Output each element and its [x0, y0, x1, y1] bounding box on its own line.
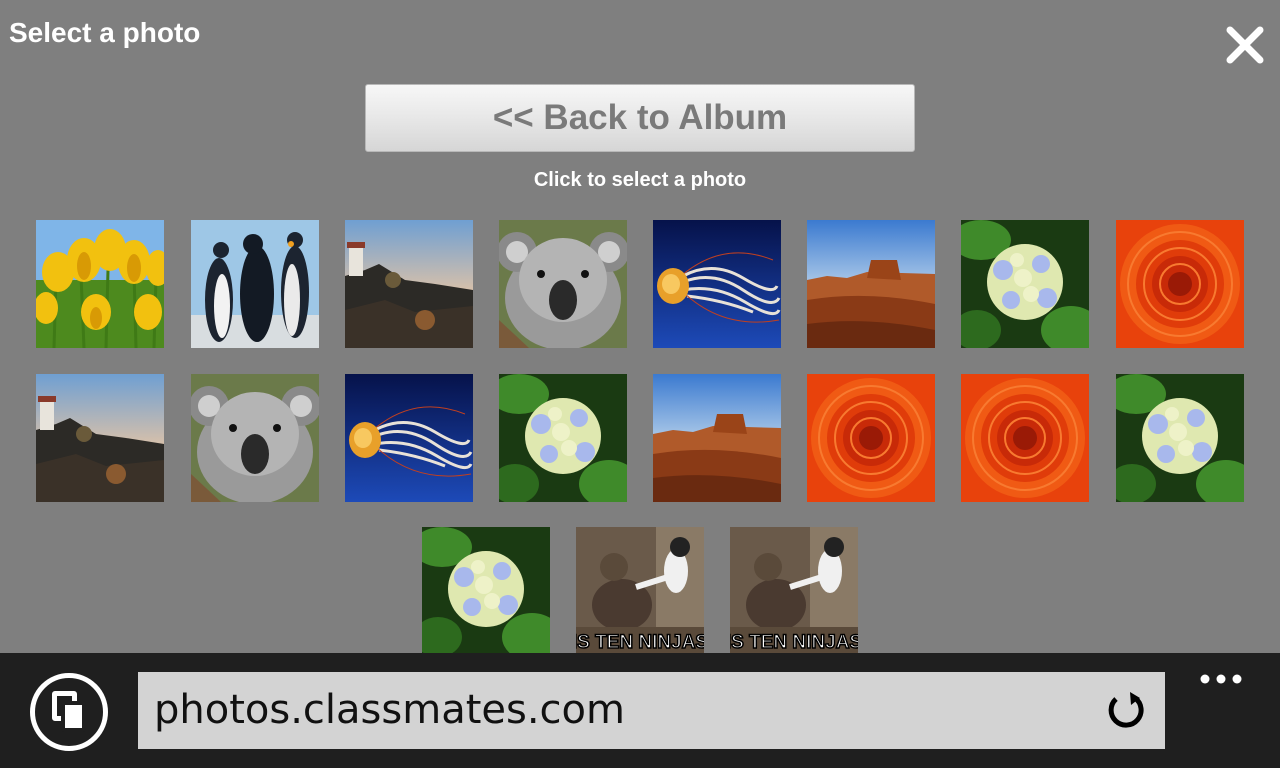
photo-thumbnail-hydrangeas[interactable] [422, 527, 550, 655]
photo-thumbnail-jellyfish[interactable] [653, 220, 781, 348]
jellyfish-image [345, 374, 473, 502]
instruction-text: Click to select a photo [533, 169, 747, 191]
close-icon[interactable] [1222, 22, 1268, 68]
meme-image: IS TEN NINJAS [576, 527, 704, 655]
refresh-icon[interactable] [1104, 688, 1148, 732]
more-icon[interactable] [1194, 668, 1248, 690]
photo-thumbnail-chrysanthemum[interactable] [807, 374, 935, 502]
address-bar[interactable]: photos.classmates.com [138, 672, 1165, 749]
photo-thumbnail-desert[interactable] [653, 374, 781, 502]
browser-bottom-bar: photos.classmates.com [0, 653, 1280, 768]
photo-thumbnail-lighthouse[interactable] [36, 374, 164, 502]
penguins-image [191, 220, 319, 348]
photo-thumbnail-meme[interactable]: IS TEN NINJAS [730, 527, 858, 655]
photo-thumbnail-lighthouse[interactable] [345, 220, 473, 348]
meme-image: IS TEN NINJAS [730, 527, 858, 655]
photo-thumbnail-koala[interactable] [499, 220, 627, 348]
chrysanthemum-image [807, 374, 935, 502]
meme-caption: IS TEN NINJAS [730, 632, 858, 653]
hydrangeas-image [422, 527, 550, 655]
photo-thumbnail-hydrangeas[interactable] [1116, 374, 1244, 502]
photo-thumbnail-chrysanthemum[interactable] [1116, 220, 1244, 348]
koala-image [499, 220, 627, 348]
hydrangeas-image [1116, 374, 1244, 502]
desert-image [807, 220, 935, 348]
photo-thumbnail-penguins[interactable] [191, 220, 319, 348]
photo-thumbnail-jellyfish[interactable] [345, 374, 473, 502]
lighthouse-image [345, 220, 473, 348]
chrysanthemum-image [961, 374, 1089, 502]
hydrangeas-image [961, 220, 1089, 348]
lighthouse-image [36, 374, 164, 502]
photo-thumbnail-hydrangeas[interactable] [499, 374, 627, 502]
tabs-icon[interactable] [30, 673, 108, 751]
photo-thumbnail-desert[interactable] [807, 220, 935, 348]
photo-thumbnail-koala[interactable] [191, 374, 319, 502]
desert-image [653, 374, 781, 502]
photo-thumbnail-tulips[interactable] [36, 220, 164, 348]
page-title: Select a photo [9, 17, 201, 48]
url-text[interactable]: photos.classmates.com [154, 687, 625, 733]
photo-thumbnail-chrysanthemum[interactable] [961, 374, 1089, 502]
photo-thumbnail-meme[interactable]: IS TEN NINJAS [576, 527, 704, 655]
photo-thumbnail-hydrangeas[interactable] [961, 220, 1089, 348]
jellyfish-image [653, 220, 781, 348]
back-to-album-button[interactable]: << Back to Album [365, 84, 915, 152]
koala-image [191, 374, 319, 502]
hydrangeas-image [499, 374, 627, 502]
tulips-image [36, 220, 164, 348]
meme-caption: IS TEN NINJAS [576, 632, 704, 653]
chrysanthemum-image [1116, 220, 1244, 348]
